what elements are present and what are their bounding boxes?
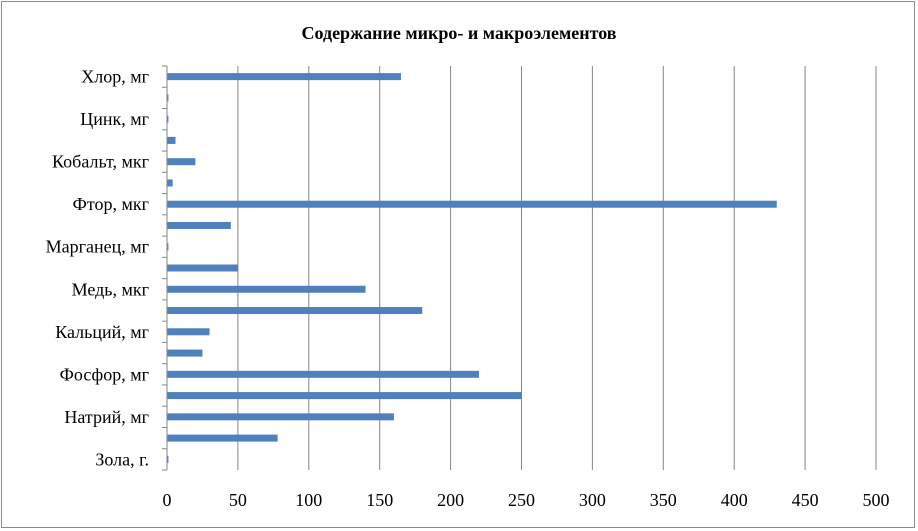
value-tick-label: 150 bbox=[366, 490, 393, 510]
bar-16 bbox=[167, 115, 169, 123]
bar-3 bbox=[167, 392, 522, 400]
bar-4 bbox=[167, 370, 479, 378]
value-tick-label: 100 bbox=[295, 490, 322, 510]
category-label: Цинк, мг bbox=[80, 109, 149, 129]
bar-17 bbox=[167, 94, 169, 102]
gridlines bbox=[237, 66, 877, 470]
value-tick-label: 400 bbox=[721, 490, 748, 510]
bar-1 bbox=[167, 434, 278, 442]
bar-11 bbox=[167, 221, 231, 229]
category-label: Фтор, мкг bbox=[73, 194, 149, 214]
category-labels: Зола, г. Натрий, мг Фосфор, мг Кальций, мг М… bbox=[46, 67, 149, 470]
value-tick-label: 200 bbox=[437, 490, 464, 510]
category-label: Натрий, мг bbox=[64, 407, 149, 427]
bar-18 bbox=[167, 73, 401, 81]
category-label: Марганец, мг bbox=[46, 237, 149, 257]
value-tick-label: 0 bbox=[163, 490, 172, 510]
value-tick-label: 450 bbox=[792, 490, 819, 510]
bar-6 bbox=[167, 328, 210, 336]
bar-12 bbox=[167, 200, 777, 208]
bars bbox=[167, 73, 777, 463]
bar-14 bbox=[167, 158, 196, 166]
axes bbox=[162, 65, 168, 471]
value-tick-label: 50 bbox=[229, 490, 247, 510]
value-tick-label: 500 bbox=[863, 490, 890, 510]
value-tick-label: 350 bbox=[650, 490, 677, 510]
bar-8 bbox=[167, 285, 366, 293]
category-label: Фосфор, мг bbox=[60, 364, 149, 384]
value-tick-label: 300 bbox=[579, 490, 606, 510]
bar-13 bbox=[167, 179, 173, 187]
value-tick-label: 250 bbox=[508, 490, 535, 510]
bar-9 bbox=[167, 264, 238, 272]
category-label: Кобальт, мкг bbox=[52, 152, 149, 172]
bar-5 bbox=[167, 349, 203, 357]
category-label: Хлор, мг bbox=[81, 67, 149, 87]
category-label: Кальций, мг bbox=[55, 322, 149, 342]
bar-2 bbox=[167, 413, 394, 421]
bar-15 bbox=[167, 136, 176, 144]
value-tick-labels: 0 50 100 150 200 250 300 350 400 450 500 bbox=[163, 490, 890, 510]
bar-7 bbox=[167, 307, 423, 315]
bar-10 bbox=[167, 243, 169, 251]
category-label: Зола, г. bbox=[95, 449, 149, 469]
category-label: Медь, мкг bbox=[72, 279, 149, 299]
bar-0 bbox=[167, 455, 169, 463]
chart-title: Содержание микро- и макроэлементов bbox=[301, 23, 616, 43]
